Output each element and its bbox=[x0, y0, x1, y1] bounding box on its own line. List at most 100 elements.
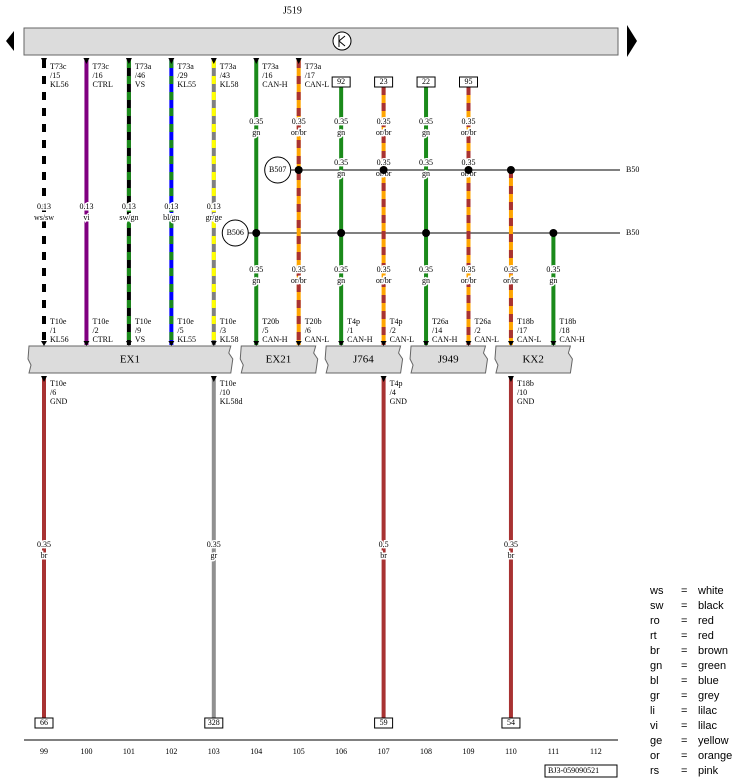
legend-separator: = bbox=[681, 645, 687, 657]
wire-color-code: bl/gn bbox=[163, 213, 179, 222]
right-arrow bbox=[627, 25, 637, 57]
wire-size: 0.35 bbox=[546, 265, 560, 274]
pin-label: T10e bbox=[220, 317, 237, 326]
terminal-label: 59 bbox=[380, 718, 388, 727]
legend-name: lilac bbox=[698, 705, 717, 717]
legend-code: ro bbox=[650, 615, 660, 627]
pin-label: KL56 bbox=[50, 335, 69, 344]
pin-label: T10e bbox=[92, 317, 109, 326]
splice-label: B507 bbox=[269, 165, 286, 174]
pin-label: KL58d bbox=[220, 397, 243, 406]
component-label: J949 bbox=[438, 354, 459, 366]
pin-arrow bbox=[41, 376, 47, 382]
wire-color-code: or/br bbox=[376, 128, 392, 137]
pin-label: T73c bbox=[50, 62, 67, 71]
splice-dot bbox=[379, 166, 388, 174]
pin-label: GND bbox=[50, 397, 68, 406]
pin-label: /14 bbox=[432, 326, 442, 335]
wire-size: 0.35 bbox=[377, 117, 391, 126]
pin-label: /10 bbox=[517, 388, 527, 397]
pin-label: CAN-L bbox=[390, 335, 415, 344]
column-number: 108 bbox=[420, 747, 432, 756]
wire-color-code: gr bbox=[210, 551, 217, 560]
pin-label: VS bbox=[135, 80, 145, 89]
wire-color-code: or/br bbox=[461, 128, 477, 137]
legend-separator: = bbox=[681, 690, 687, 702]
column-number: 100 bbox=[80, 747, 92, 756]
wire-color-code: br bbox=[380, 551, 387, 560]
component-box bbox=[494, 345, 573, 374]
pin-label: /1 bbox=[50, 326, 56, 335]
pin-arrow bbox=[295, 341, 302, 346]
pin-label: /46 bbox=[135, 71, 145, 80]
wire-color-code: or/br bbox=[461, 276, 477, 285]
component-box bbox=[239, 345, 319, 374]
pin-label: T4p bbox=[390, 379, 403, 388]
legend-separator: = bbox=[681, 615, 687, 627]
legend-code: or bbox=[650, 750, 660, 762]
wire-color-code: gr/ge bbox=[206, 213, 223, 222]
column-number: 112 bbox=[590, 747, 602, 756]
pin-arrow bbox=[125, 58, 132, 64]
legend-code: ws bbox=[649, 585, 664, 597]
wire-color-code: or/br bbox=[503, 276, 519, 285]
wire-size: 0.35 bbox=[37, 540, 51, 549]
wire-size: 0.35 bbox=[462, 158, 476, 167]
wire-size: 0.13 bbox=[207, 202, 221, 211]
legend-name: orange bbox=[698, 750, 732, 762]
legend-code: li bbox=[650, 705, 655, 717]
title: J519 bbox=[283, 5, 302, 16]
pin-label: /4 bbox=[390, 388, 396, 397]
legend-name: black bbox=[698, 600, 724, 612]
pin-arrow bbox=[465, 341, 472, 346]
terminal-label: 92 bbox=[337, 77, 345, 86]
wire-size: 0.13 bbox=[164, 202, 178, 211]
pin-arrow bbox=[295, 58, 302, 64]
column-number: 110 bbox=[505, 747, 517, 756]
component-label: EX21 bbox=[266, 354, 292, 366]
pin-arrow bbox=[168, 341, 175, 346]
legend-code: gr bbox=[650, 690, 660, 702]
splice-dot bbox=[464, 166, 473, 174]
column-number: 99 bbox=[40, 747, 48, 756]
pin-label: T10e bbox=[50, 317, 67, 326]
wire-color-code: gn bbox=[337, 169, 345, 178]
terminal-box bbox=[331, 76, 351, 88]
control-unit-bar bbox=[23, 27, 619, 56]
pin-label: /3 bbox=[220, 326, 226, 335]
component-box bbox=[409, 345, 489, 374]
component-box bbox=[27, 345, 234, 374]
wire-color-code: or/br bbox=[291, 276, 307, 285]
terminal-box bbox=[374, 76, 394, 88]
pin-label: T26a bbox=[432, 317, 449, 326]
splice-dot bbox=[294, 166, 303, 174]
column-number: 101 bbox=[123, 747, 135, 756]
legend-separator: = bbox=[681, 600, 687, 612]
terminal-label: 54 bbox=[507, 718, 515, 727]
pin-label: /2 bbox=[92, 326, 98, 335]
pin-label: T10e bbox=[135, 317, 152, 326]
wire-size: 0.13 bbox=[79, 202, 93, 211]
wire-size: 0.35 bbox=[462, 117, 476, 126]
wire-color-code: gn bbox=[422, 169, 430, 178]
wire-color-code: vi bbox=[83, 213, 90, 222]
pin-label: T4p bbox=[390, 317, 403, 326]
legend-name: pink bbox=[698, 765, 719, 777]
legend-separator: = bbox=[681, 660, 687, 672]
legend-separator: = bbox=[681, 705, 687, 717]
terminal-label: 95 bbox=[465, 77, 473, 86]
ground-symbol-mark bbox=[338, 35, 346, 47]
wire-size: 0.35 bbox=[334, 158, 348, 167]
pin-arrow bbox=[507, 341, 514, 346]
pin-label: KL55 bbox=[177, 335, 196, 344]
terminal-box bbox=[204, 717, 224, 729]
wire-color-code: or/br bbox=[291, 128, 307, 137]
splice-dot bbox=[337, 229, 346, 237]
pin-label: CAN-H bbox=[432, 335, 458, 344]
wire-size: 0.35 bbox=[249, 117, 263, 126]
wire-color-code: br bbox=[508, 551, 515, 560]
pin-label: GND bbox=[390, 397, 408, 406]
legend-name: yellow bbox=[698, 735, 729, 747]
legend-code: gn bbox=[650, 660, 662, 672]
